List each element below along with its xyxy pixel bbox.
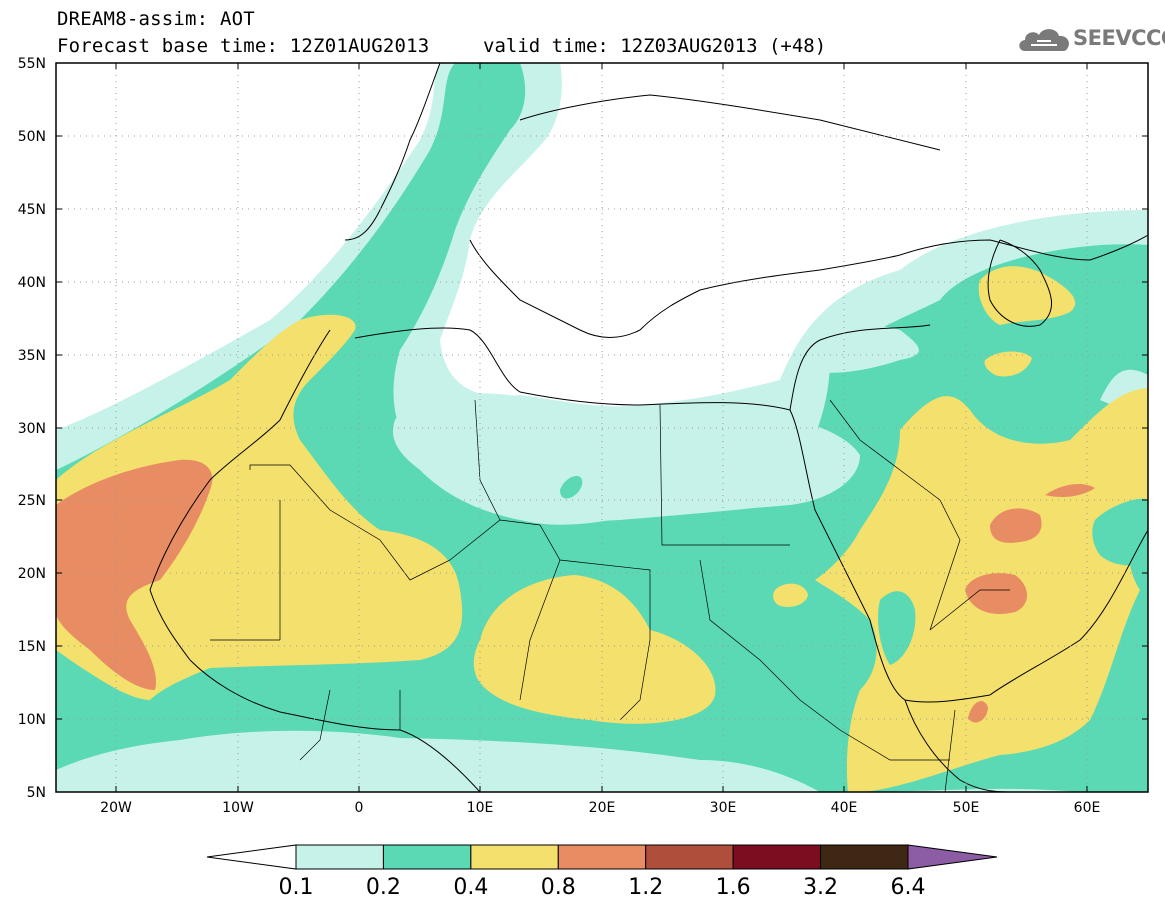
lat-label: 30N [18,421,46,437]
aot-patch-yemen [1092,498,1148,566]
aot-contour-0.8-empty-quarter [965,573,1028,614]
lon-label: 20E [589,800,616,816]
lat-label: 5N [27,785,46,801]
colorbar-label: 6.4 [891,875,926,900]
lon-label: 20W [100,800,132,816]
colorbar-labels: 0.1 0.2 0.4 0.8 1.2 1.6 3.2 6.4 [279,875,926,900]
aot-patch-levant [806,326,919,373]
colorbar-label: 3.2 [803,875,838,900]
colorbar-cell [732,844,822,870]
graticule [56,63,1148,792]
colorbar-cell [382,844,472,870]
aot-patch-sudan-east [773,583,808,607]
lat-label: 55N [18,56,46,72]
lat-label: 45N [18,202,46,218]
lat-labels: 55N 50N 45N 40N 35N 30N 25N 20N 15N 10N … [18,56,46,801]
colorbar-cell [820,844,909,870]
lon-label: 10W [222,800,254,816]
colorbar-label: 0.4 [453,875,488,900]
lon-label: 30E [710,800,737,816]
aot-contour-0.8-west [56,459,213,690]
lat-label: 10N [18,712,46,728]
lat-label: 40N [18,275,46,291]
aot-patch-redsea [878,591,916,665]
lon-label: 40E [831,800,858,816]
colorbar-cell [295,844,384,870]
aot-contour-0.8-somalia [968,701,988,723]
aot-patch-iran [984,351,1032,377]
colorbar-under-arrow [206,844,297,870]
seevccc-logo: SEEVCCC [1017,23,1165,57]
aot-contour-0.8-oman [990,508,1042,543]
country-borders [210,399,1010,792]
aot-contour-0.4-west [56,314,463,700]
aot-patch-libya [560,475,583,499]
aot-contour-0.8-gulf [1045,484,1095,498]
lon-label: 60E [1074,800,1101,816]
aot-contour-0.4-sahel [473,575,716,724]
colorbar-over-arrow [907,844,998,870]
lon-label: 10E [467,800,494,816]
colorbar-label: 0.8 [541,875,576,900]
lon-label: 50E [953,800,980,816]
cloud-icon [1019,29,1070,51]
colorbar-label: 1.2 [628,875,663,900]
lat-label: 25N [18,493,46,509]
colorbar-cell [645,844,734,870]
colorbar-cell [470,844,559,870]
lat-label: 15N [18,639,46,655]
colorbar: 0.1 0.2 0.4 0.8 1.2 1.6 3.2 6.4 [206,844,998,900]
colorbar-cell [557,844,647,870]
forecast-base-time: Forecast base time: 12Z01AUG2013 [57,35,430,57]
aot-contour-0.1-libya [392,393,860,525]
logo-text: SEEVCCC [1073,26,1165,50]
coastlines [149,63,1148,792]
valid-time: valid time: 12Z03AUG2013 (+48) [483,35,827,57]
lat-label: 35N [18,348,46,364]
axis-ticks [56,62,1148,793]
lon-labels: 20W 10W 0 10E 20E 30E 40E 50E 60E [100,800,1100,816]
colorbar-cells [295,844,909,870]
lat-label: 50N [18,129,46,145]
colorbar-label: 0.2 [366,875,401,900]
lon-label: 0 [355,800,364,816]
lat-label: 20N [18,566,46,582]
colorbar-label: 0.1 [279,875,314,900]
colorbar-label: 1.6 [716,875,751,900]
map-title: DREAM8-assim: AOT [57,8,255,30]
